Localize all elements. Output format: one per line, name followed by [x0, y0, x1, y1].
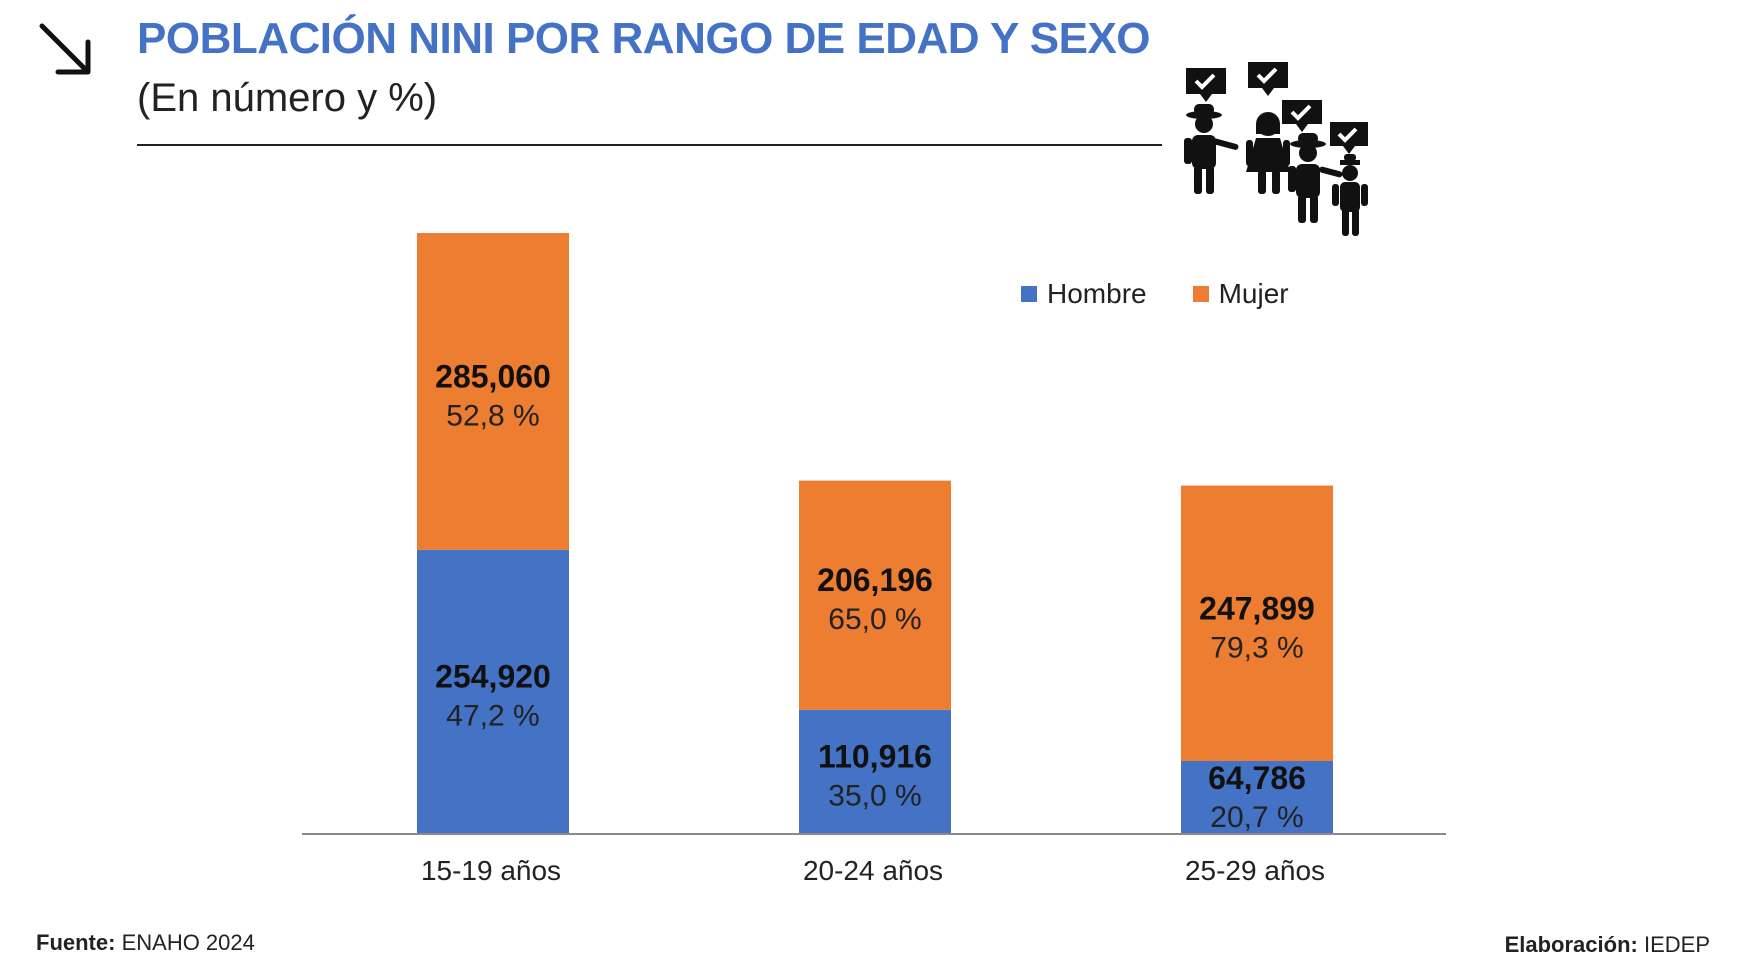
data-label-value: 110,916 — [818, 738, 932, 774]
chart-legend: Hombre Mujer — [1021, 278, 1289, 310]
x-tick-label: 25-29 años — [1185, 855, 1325, 886]
bar-mujer-2 — [799, 480, 951, 710]
data-label-value: 285,060 — [435, 358, 551, 394]
legend-swatch-mujer — [1192, 286, 1209, 302]
legend-item-mujer: Mujer — [1192, 278, 1289, 310]
x-tick-label: 20-24 años — [803, 855, 943, 886]
chart-title: POBLACIÓN NINI POR RANGO DE EDAD Y SEXO — [137, 14, 1151, 63]
credit-value: IEDEP — [1643, 932, 1710, 957]
data-label-pct: 65,0 % — [828, 603, 921, 636]
speech-bubble-icon — [1186, 68, 1226, 102]
bar-hombre-3 — [1181, 761, 1333, 833]
person-icon — [1184, 104, 1239, 194]
data-label-pct: 35,0 % — [828, 779, 921, 812]
bar-mujer-1 — [417, 233, 569, 550]
data-label-value: 206,196 — [817, 562, 933, 598]
arrow-down-right-icon — [39, 23, 91, 75]
person-icon — [1246, 112, 1290, 194]
title-divider — [137, 144, 1162, 146]
data-label-value: 254,920 — [435, 658, 551, 694]
speech-bubble-icon — [1330, 122, 1368, 154]
speech-bubble-icon — [1248, 62, 1288, 96]
data-label-pct: 20,7 % — [1210, 801, 1303, 834]
x-tick-label: 15-19 años — [421, 855, 561, 886]
source-note: Fuente: ENAHO 2024 — [36, 930, 255, 956]
data-label-pct: 52,8 % — [446, 399, 539, 432]
legend-item-hombre: Hombre — [1021, 278, 1147, 310]
chart-subtitle: (En número y %) — [137, 76, 438, 120]
person-icon — [1288, 133, 1343, 223]
data-label-pct: 79,3 % — [1210, 631, 1303, 664]
bar-mujer-3 — [1181, 485, 1333, 762]
source-value: ENAHO 2024 — [121, 930, 255, 955]
data-label-pct: 47,2 % — [446, 699, 539, 732]
source-label: Fuente: — [36, 930, 116, 955]
credit-label: Elaboración: — [1504, 932, 1638, 957]
speech-bubble-icon — [1282, 100, 1322, 132]
credit-note: Elaboración: IEDEP — [1505, 932, 1710, 958]
legend-label-hombre: Hombre — [1047, 278, 1147, 309]
data-label-value: 64,786 — [1208, 760, 1306, 796]
person-icon — [1332, 154, 1368, 236]
people-chat-illustration-icon — [1184, 62, 1368, 236]
bar-hombre-1 — [417, 549, 569, 833]
data-label-value: 247,899 — [1199, 590, 1315, 626]
bar-hombre-2 — [799, 709, 951, 833]
legend-label-mujer: Mujer — [1218, 278, 1289, 309]
legend-swatch-hombre — [1021, 286, 1037, 302]
